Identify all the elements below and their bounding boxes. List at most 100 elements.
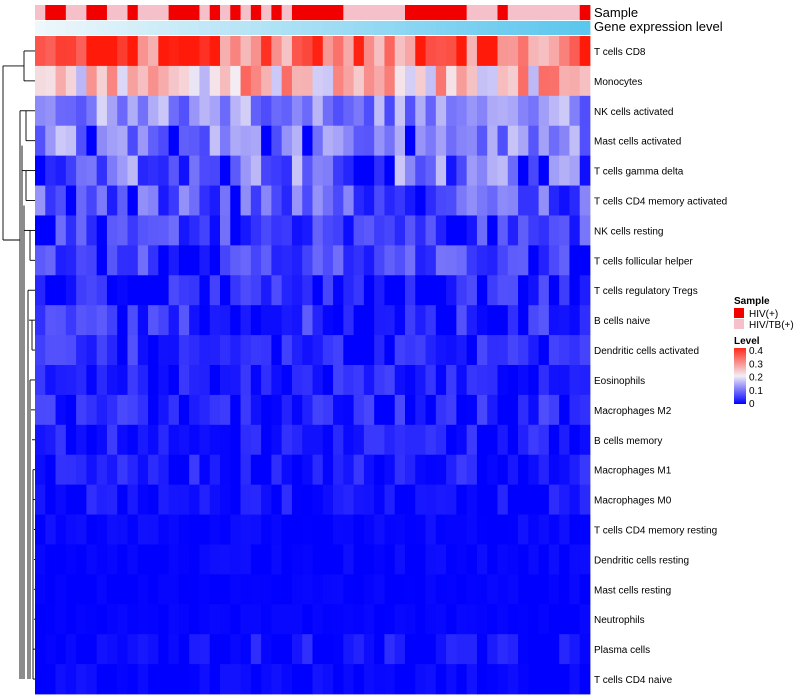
sample-annotation-cell: [343, 5, 355, 20]
heatmap-cell: [55, 215, 67, 246]
heatmap-cell: [312, 65, 324, 97]
heatmap-cell: [271, 125, 283, 157]
heatmap-cell: [363, 454, 375, 486]
legend: Sample HIV(+) HIV/TB(+) Level 0.4 0.3 0.2 0…: [734, 296, 794, 410]
heatmap-cell: [487, 185, 498, 216]
heatmap-cell: [35, 454, 46, 486]
heatmap-cell: [456, 36, 468, 67]
heatmap-cell: [528, 36, 540, 67]
heatmap-cell: [446, 454, 457, 486]
heatmap-cell: [96, 664, 108, 695]
heatmap-cell: [476, 394, 488, 426]
heatmap-cell: [518, 454, 529, 486]
heatmap-cell: [559, 95, 570, 127]
sample-annotation-cell: [363, 5, 375, 20]
heatmap-cell: [230, 275, 241, 306]
heatmap-cell: [446, 484, 457, 515]
heatmap-cell: [240, 305, 252, 336]
heatmap-cell: [76, 245, 87, 276]
heatmap-cell: [312, 394, 324, 426]
heatmap-cell: [579, 335, 591, 366]
heatmap-cell: [240, 155, 252, 186]
sample-annotation-cell: [302, 5, 313, 20]
heatmap-cell: [137, 215, 149, 246]
heatmap-cell: [559, 155, 570, 186]
heatmap-cell: [158, 634, 170, 665]
heatmap-cell: [559, 574, 570, 605]
heatmap-cell: [86, 185, 98, 216]
heatmap-cell: [435, 155, 447, 186]
heatmap-cell: [384, 215, 396, 246]
heatmap-cell: [199, 36, 211, 67]
heatmap-cell: [363, 185, 375, 216]
heatmap-cell: [55, 185, 67, 216]
heatmap-cell: [405, 574, 416, 605]
heatmap-cell: [456, 574, 468, 605]
heatmap-cell: [127, 125, 139, 157]
heatmap-cell: [281, 245, 293, 276]
heatmap-cell: [230, 484, 241, 515]
heatmap-cell: [559, 664, 570, 695]
heatmap-cell: [415, 394, 426, 426]
heatmap-cell: [333, 484, 344, 515]
heatmap-cell: [353, 245, 365, 276]
heatmap-cell: [55, 155, 67, 186]
heatmap-cell: [76, 544, 87, 575]
heatmap-cell: [55, 245, 67, 276]
heatmap-cell: [158, 65, 170, 97]
heatmap-cell: [384, 484, 396, 515]
heatmap-cell: [312, 36, 324, 67]
heatmap-cell: [250, 394, 262, 426]
heatmap-cell: [476, 305, 488, 336]
expression-annotation-cell: [250, 21, 262, 35]
heatmap-cell: [333, 544, 344, 575]
heatmap-cell: [497, 574, 509, 605]
expression-annotation-cell: [220, 21, 231, 35]
heatmap-cell: [343, 275, 355, 306]
heatmap-cell: [250, 544, 262, 575]
heatmap-cell: [35, 125, 46, 157]
heatmap-cell: [446, 604, 457, 635]
heatmap-cell: [384, 604, 396, 635]
heatmap-cell: [189, 634, 200, 665]
heatmap-cell: [353, 454, 365, 486]
heatmap-cell: [528, 424, 540, 456]
sample-annotation-cell: [415, 5, 426, 20]
heatmap-cell: [569, 454, 581, 486]
heatmap-cell: [96, 394, 108, 426]
heatmap-cell: [384, 65, 396, 97]
heatmap-cell: [374, 155, 385, 186]
heatmap-cell: [291, 544, 303, 575]
heatmap-cell: [569, 185, 581, 216]
heatmap-cell: [106, 454, 118, 486]
heatmap-cell: [261, 36, 272, 67]
heatmap-cell: [45, 604, 56, 635]
sample-annotation-cell: [435, 5, 447, 20]
heatmap-cell: [220, 185, 231, 216]
heatmap-cell: [230, 305, 241, 336]
heatmap-cell: [250, 664, 262, 695]
heatmap-cell: [158, 394, 170, 426]
heatmap-cell: [415, 65, 426, 97]
expression-annotation-cell: [271, 21, 283, 35]
heatmap-cell: [466, 484, 478, 515]
heatmap-cell: [374, 574, 385, 605]
heatmap-cell: [76, 394, 87, 426]
heatmap-cell: [137, 544, 149, 575]
heatmap-cell: [137, 275, 149, 306]
heatmap-cell: [45, 634, 56, 665]
heatmap-cell: [35, 185, 46, 216]
heatmap-cell: [230, 634, 241, 665]
heatmap-cell: [117, 125, 128, 157]
heatmap-cell: [199, 245, 211, 276]
heatmap-cell: [528, 574, 540, 605]
heatmap-cell: [148, 424, 159, 456]
heatmap-cell: [384, 634, 396, 665]
legend-swatch-hivtb: [734, 319, 744, 329]
heatmap-cell: [86, 634, 98, 665]
heatmap-cell: [158, 275, 170, 306]
heatmap-cell: [569, 544, 581, 575]
heatmap-cell: [456, 544, 468, 575]
heatmap-cell: [425, 215, 437, 246]
